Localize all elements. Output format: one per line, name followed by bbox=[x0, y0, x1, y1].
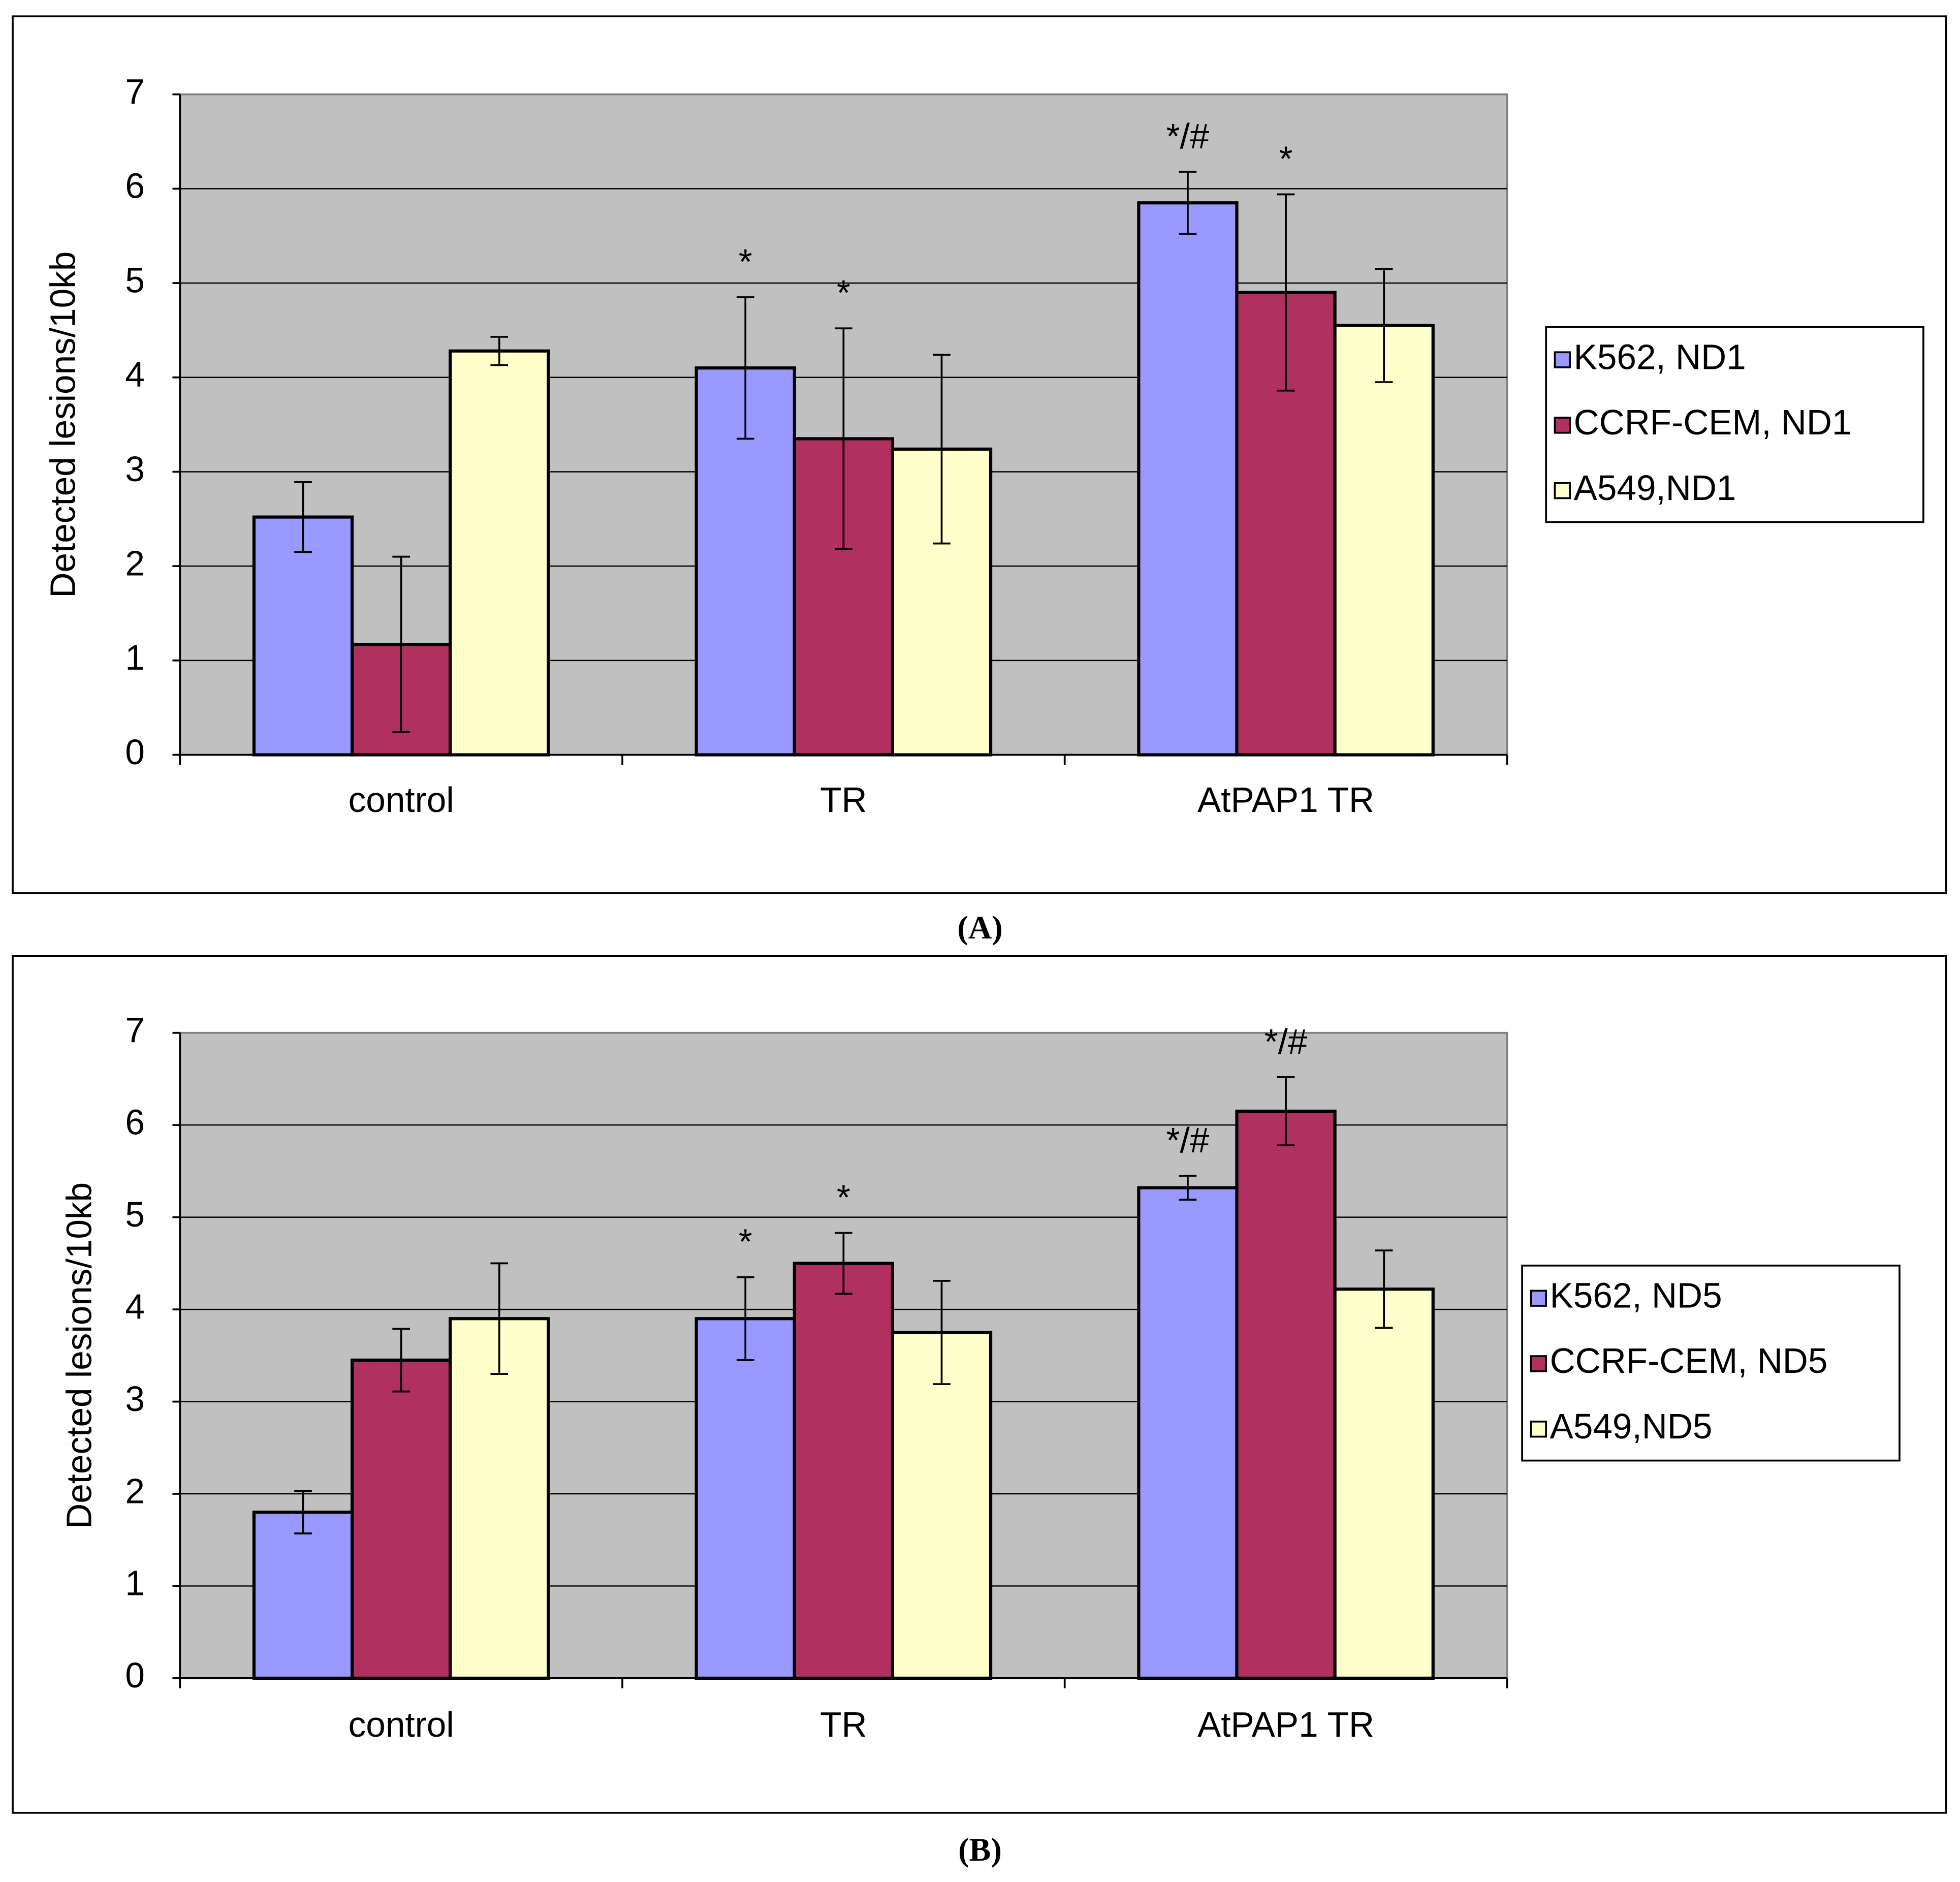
bar bbox=[891, 1331, 993, 1680]
legend-swatch bbox=[1554, 417, 1571, 434]
x-tick-label: AtPAP1 TR bbox=[1197, 1705, 1374, 1744]
significance-label: * bbox=[1279, 139, 1293, 178]
legend-label: CCRF-CEM, ND1 bbox=[1574, 402, 1852, 442]
legend-label: K562, ND1 bbox=[1574, 337, 1746, 377]
bar bbox=[449, 1317, 550, 1680]
legend-swatch bbox=[1554, 482, 1571, 499]
y-tick-label: 7 bbox=[125, 1010, 145, 1050]
y-tick-label: 6 bbox=[125, 1103, 145, 1142]
legend-swatch bbox=[1530, 1290, 1547, 1307]
significance-label: */# bbox=[1166, 1120, 1210, 1160]
legend-label: A549,ND5 bbox=[1550, 1406, 1713, 1446]
panel-caption: (B) bbox=[958, 1832, 1002, 1868]
significance-label: * bbox=[837, 273, 850, 312]
chart-frame bbox=[12, 15, 1947, 894]
legend-swatch bbox=[1530, 1355, 1547, 1372]
significance-label: * bbox=[837, 1177, 850, 1217]
y-tick-label: 5 bbox=[125, 260, 145, 300]
x-tick-label: AtPAP1 TR bbox=[1197, 780, 1374, 820]
y-tick-label: 4 bbox=[125, 1287, 145, 1326]
legend bbox=[1521, 1264, 1901, 1462]
bar bbox=[1235, 1109, 1337, 1680]
y-tick-label: 1 bbox=[125, 638, 145, 677]
y-tick-label: 0 bbox=[125, 732, 145, 772]
y-tick-label: 1 bbox=[125, 1563, 145, 1603]
x-tick-label: control bbox=[349, 1705, 454, 1744]
y-tick-label: 6 bbox=[125, 166, 145, 206]
bar bbox=[694, 1317, 796, 1680]
y-tick-label: 5 bbox=[125, 1195, 145, 1234]
bar bbox=[252, 1511, 354, 1680]
bar bbox=[1333, 324, 1435, 757]
y-axis-label: Detected lesions/10kb bbox=[59, 1182, 99, 1529]
bar bbox=[252, 515, 354, 757]
bar bbox=[351, 1358, 452, 1680]
significance-label: * bbox=[739, 1222, 752, 1262]
bar bbox=[449, 349, 550, 757]
y-tick-label: 2 bbox=[125, 1471, 145, 1511]
x-tick-label: control bbox=[349, 780, 454, 820]
x-tick-label: TR bbox=[820, 780, 867, 820]
significance-label: */# bbox=[1264, 1022, 1308, 1061]
y-tick-label: 0 bbox=[125, 1655, 145, 1695]
x-tick-label: TR bbox=[820, 1705, 867, 1744]
legend bbox=[1545, 326, 1924, 523]
y-axis-label: Detected lesions/10kb bbox=[43, 252, 82, 598]
y-tick-label: 4 bbox=[125, 355, 145, 394]
y-tick-label: 3 bbox=[125, 449, 145, 489]
significance-label: * bbox=[739, 242, 752, 281]
bar bbox=[1333, 1288, 1435, 1680]
bar bbox=[793, 1262, 895, 1680]
significance-label: */# bbox=[1166, 116, 1210, 156]
legend-swatch bbox=[1554, 351, 1571, 368]
legend-swatch bbox=[1530, 1420, 1547, 1438]
legend-label: A549,ND1 bbox=[1574, 468, 1736, 508]
y-tick-label: 7 bbox=[125, 72, 145, 111]
legend-label: CCRF-CEM, ND5 bbox=[1550, 1341, 1828, 1381]
bar bbox=[1137, 1186, 1239, 1680]
bar bbox=[1137, 201, 1239, 757]
chart-frame bbox=[12, 955, 1947, 1814]
panel-caption: (A) bbox=[957, 909, 1002, 946]
legend-label: K562, ND5 bbox=[1550, 1275, 1722, 1315]
y-tick-label: 2 bbox=[125, 543, 145, 583]
y-tick-label: 3 bbox=[125, 1379, 145, 1419]
